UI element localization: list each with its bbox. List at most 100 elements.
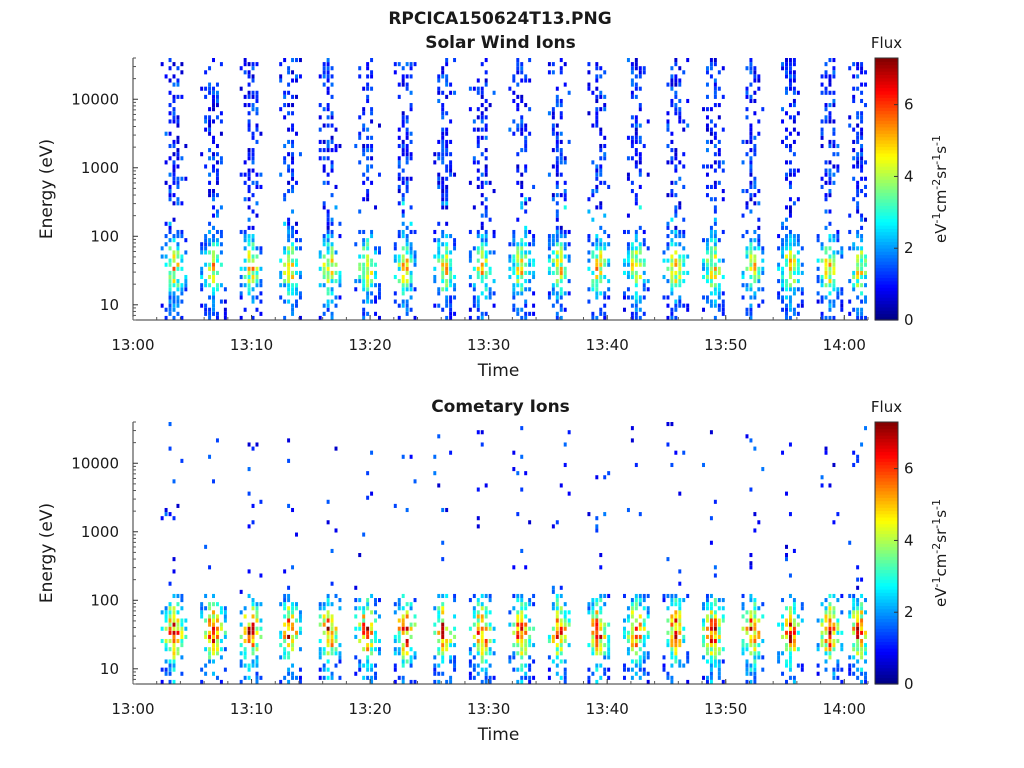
heatmap-cell [781,634,785,639]
heatmap-cell [709,258,713,263]
heatmap-cell [445,279,449,284]
heatmap-cell [713,315,717,320]
heatmap-cell [453,614,457,619]
heatmap-cell [705,66,709,71]
heatmap-cell [204,544,208,549]
heatmap-cell [326,66,330,71]
heatmap-cell [243,614,247,619]
heatmap-cell [563,679,567,684]
heatmap-cell [634,279,638,284]
heatmap-cell [437,152,441,157]
heatmap-cell [591,671,595,676]
heatmap-cell [374,647,378,652]
heatmap-cell [555,94,559,99]
heatmap-cell [642,295,646,300]
heatmap-cell [860,610,864,615]
heatmap-cell [638,675,642,680]
heatmap-cell [757,74,761,79]
heatmap-cell [298,679,302,684]
heatmap-cell [208,193,212,198]
heatmap-cell [326,225,330,230]
heatmap-cell [251,258,255,263]
heatmap-cell [828,254,832,259]
heatmap-cell [524,565,528,570]
heatmap-cell [287,671,291,676]
heatmap-cell [816,618,820,623]
heatmap-cell [745,307,749,312]
heatmap-cell [362,229,366,235]
heatmap-cell [785,311,788,316]
heatmap-cell [338,143,342,149]
heatmap-cell [788,103,792,108]
heatmap-cell [745,139,749,144]
heatmap-cell [674,82,678,87]
heatmap-cell [832,119,836,124]
heatmap-cell [520,622,524,627]
heatmap-cell [551,589,555,594]
heatmap-cell [212,119,215,124]
y-tick-label: 10000 [71,454,119,472]
heatmap-cell [484,98,488,104]
heatmap-cell [551,602,555,607]
heatmap-cell [852,626,856,631]
heatmap-cell [563,246,567,251]
heatmap-cell [824,667,828,672]
heatmap-cell [366,471,370,476]
heatmap-cell [215,438,219,443]
heatmap-cell [362,606,366,611]
heatmap-cell [516,70,520,75]
heatmap-cell [713,135,717,140]
heatmap-cell [856,454,860,459]
heatmap-cell [555,217,559,222]
heatmap-cell [820,143,824,149]
heatmap-cell [322,66,326,71]
heatmap-cell [176,164,180,169]
heatmap-cell [409,66,413,71]
heatmap-cell [792,307,796,312]
heatmap-cell [559,160,563,165]
heatmap-cell [555,647,559,652]
heatmap-cell [856,115,860,120]
heatmap-cell [595,610,599,615]
heatmap-cell [484,70,488,75]
heatmap-cell [670,189,674,194]
heatmap-cell [366,82,370,87]
heatmap-cell [287,103,291,108]
heatmap-cell [785,143,788,149]
heatmap-cell [749,634,753,639]
heatmap-cell [642,598,646,603]
heatmap-cell [251,295,255,300]
heatmap-cell [666,143,670,149]
heatmap-cell [409,90,413,95]
heatmap-cell [362,123,366,128]
heatmap-cell [713,266,717,271]
heatmap-cell [212,164,215,169]
heatmap-cell [591,193,595,198]
heatmap-cell [176,78,180,83]
heatmap-cell [713,573,717,578]
heatmap-cell [828,193,832,198]
heatmap-cell [397,201,401,206]
heatmap-cell [705,266,709,271]
heatmap-cell [713,62,717,67]
heatmap-cell [623,270,626,275]
heatmap-cell [437,86,441,91]
heatmap-cell [247,62,251,67]
heatmap-cell [472,610,476,615]
heatmap-cell [595,262,599,267]
heatmap-cell [828,189,832,194]
heatmap-cell [788,58,792,63]
heatmap-cell [559,234,563,239]
heatmap-cell [686,123,690,128]
heatmap-cell [247,274,251,280]
heatmap-cell [366,655,370,660]
heatmap-cell [524,606,528,611]
heatmap-cell [366,495,370,500]
heatmap-cell [223,618,227,623]
colorbar-segment [875,123,898,128]
colorbar-segment [875,113,898,118]
heatmap-cell [852,610,856,615]
heatmap-cell [433,655,437,660]
colorbar-segment [875,487,898,492]
heatmap-cell [666,160,670,165]
